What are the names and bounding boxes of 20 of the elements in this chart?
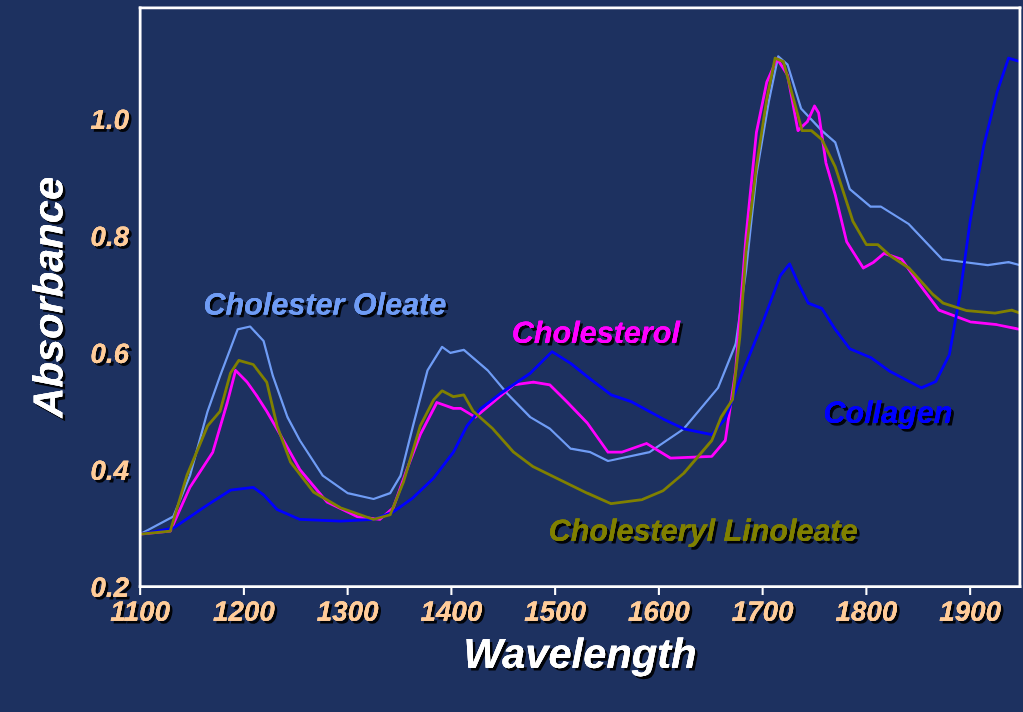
y-tick-label: 0.6 [91,343,132,366]
y-tick-label: 0.8 [91,226,132,249]
x-tick-label: 1400 [420,601,485,624]
x-axis-title: Wavelength [466,637,698,680]
series-label: Cholesterol [513,320,684,346]
x-tick-label: 1600 [628,601,693,624]
series-label: Cholesteryl Linoleate [550,518,860,550]
y-tick-label: 1.0 [90,109,132,133]
x-tick-label: 1300 [317,601,382,624]
x-tick-label: 1700 [732,601,797,624]
x-tick-label: 1800 [835,601,900,624]
x-tick-label: 1200 [213,601,278,624]
x-tick-label: 1500 [524,601,589,624]
x-tick-label: 1900 [939,601,1004,624]
y-tick-label: 0.4 [91,460,132,483]
series-label: Collagen [824,400,954,432]
series-label: Cholester Oleate [204,292,449,318]
y-tick-label: 0.2 [91,577,132,600]
y-axis-title: Absorbance [32,178,66,422]
x-tick-label: 1100 [110,601,173,624]
